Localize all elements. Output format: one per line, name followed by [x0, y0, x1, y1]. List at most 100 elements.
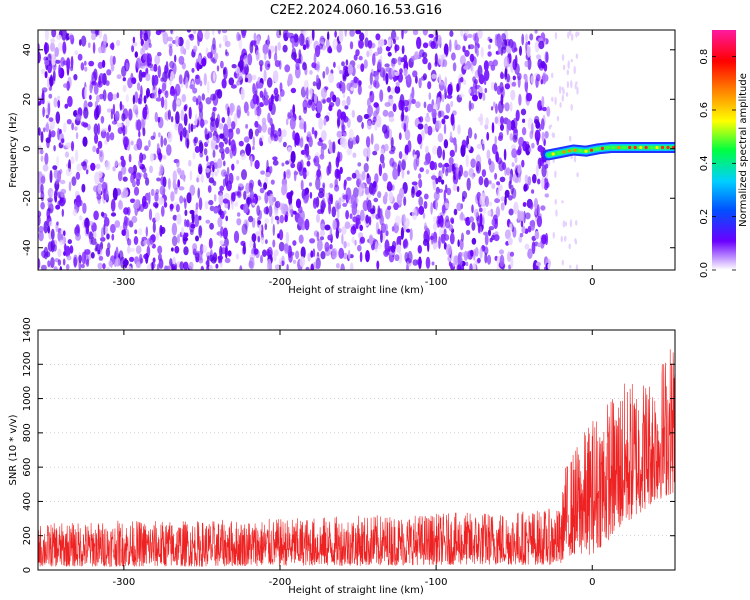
spectrogram-noise-cell	[263, 69, 267, 82]
spectrogram-noise-cell	[520, 108, 527, 116]
spectrogram-noise-cell	[237, 34, 242, 41]
spectrogram-noise-cell	[506, 73, 511, 83]
spectrogram-noise-cell	[390, 87, 396, 95]
spectrogram-noise-cell	[243, 203, 249, 214]
spectrogram-noise-cell	[452, 183, 457, 192]
spectrogram-noise-cell	[347, 64, 354, 75]
spectrogram-noise-cell	[58, 64, 61, 78]
spectrogram-noise-cell	[474, 133, 477, 140]
spectrogram-noise-cell	[47, 225, 51, 234]
spectrogram-noise-cell	[205, 97, 212, 105]
spectrogram-noise-cell	[52, 70, 56, 81]
spectrogram-noise-cell	[403, 122, 407, 133]
spectrogram-noise-cell	[416, 154, 420, 167]
spectrogram-noise-cell	[514, 177, 519, 184]
spectrogram-noise-cell	[468, 100, 472, 112]
spectrogram-noise-cell	[52, 244, 57, 252]
spectrogram-noise-cell	[308, 136, 313, 148]
spectrogram-noise-cell	[253, 248, 259, 255]
spectrogram-noise-cell	[84, 66, 88, 72]
spectrogram-noise-cell	[231, 163, 235, 171]
spectrogram-faint-cell	[574, 240, 578, 245]
spectrogram-noise-cell	[441, 204, 446, 214]
spectrogram-noise-cell	[385, 45, 391, 52]
spectrogram-noise-cell	[531, 122, 534, 135]
spectrogram-noise-cell	[536, 204, 540, 218]
spectrogram-noise-cell	[398, 151, 403, 160]
spectrogram-noise-cell	[128, 166, 134, 174]
spectrogram-signal-layer	[543, 142, 675, 161]
spectrogram-noise-cell	[545, 51, 549, 63]
spectrogram-noise-cell	[463, 30, 469, 37]
spectrogram-noise-cell	[101, 127, 107, 132]
spectrogram-noise-cell	[424, 124, 428, 135]
spectrogram-noise-cell	[56, 155, 59, 167]
spectrogram-noise-cell	[80, 62, 85, 71]
spectrogram-noise-cell	[320, 87, 327, 99]
spectrogram-noise-cell	[470, 249, 474, 257]
spectrogram-noise-cell	[326, 165, 330, 176]
spectrogram-noise-cell	[121, 65, 127, 77]
spectrogram-noise-cell	[227, 250, 232, 257]
spectrogram-noise-cell	[342, 202, 348, 207]
spectrogram-noise-cell	[314, 45, 321, 58]
spectrogram-noise-cell	[305, 148, 310, 157]
spectrogram-noise-cell	[373, 197, 379, 203]
spectrogram-noise-cell	[512, 75, 516, 81]
y-tick-label: 200	[22, 526, 33, 545]
spectrogram-noise-cell	[114, 220, 121, 228]
spectrogram-noise-cell	[411, 98, 416, 105]
spectrogram-noise-cell	[154, 54, 161, 65]
spectrogram-noise-cell	[48, 129, 52, 141]
spectrogram-noise-cell	[148, 208, 153, 221]
spectrogram-noise-cell	[521, 33, 525, 46]
spectrogram-noise-cell	[243, 55, 249, 68]
spectrogram-noise-cell	[57, 259, 62, 266]
spectrogram-noise-cell	[310, 250, 314, 258]
spectrogram-noise-cell	[121, 113, 126, 122]
spectrogram-faint-cell	[559, 102, 562, 108]
spectrogram-noise-cell	[168, 46, 173, 57]
spectrogram-noise-cell	[179, 261, 184, 270]
spectrogram-noise-cell	[60, 190, 64, 198]
spectrogram-faint-cell	[558, 85, 562, 95]
spectrogram-noise-cell	[236, 218, 242, 226]
spectrogram-noise-cell	[54, 196, 58, 203]
spectrogram-noise-cell	[499, 249, 504, 255]
spectrogram-noise-cell	[465, 229, 471, 235]
spectrogram-noise-cell	[540, 79, 544, 85]
spectrogram-noise-cell	[467, 33, 473, 39]
spectrogram-noise-cell	[54, 47, 59, 57]
spectrogram-noise-cell	[501, 162, 506, 170]
spectrogram-noise-cell	[117, 170, 123, 182]
spectrogram-noise-cell	[329, 183, 334, 189]
spectrogram-noise-cell	[503, 56, 510, 69]
spectrogram-noise-cell	[87, 101, 93, 108]
spectrogram-noise-cell	[49, 170, 53, 183]
spectrogram-noise-cell	[504, 83, 511, 90]
spectrogram-faint-cell	[554, 32, 558, 40]
spectrogram-noise-cell	[91, 33, 97, 41]
spectrogram-noise-cell	[360, 63, 365, 72]
spectrogram-noise-cell	[234, 201, 239, 207]
spectrogram-noise-cell	[431, 73, 437, 79]
spectrogram-noise-cell	[352, 216, 358, 223]
spectrogram-noise-cell	[340, 263, 345, 270]
spectrogram-noise-cell	[97, 123, 101, 135]
spectrogram-noise-cell	[500, 46, 504, 56]
spectrogram-noise-cell	[482, 92, 486, 102]
spectrogram-noise-cell	[387, 181, 392, 188]
spectrogram-noise-cell	[521, 159, 525, 168]
spectrogram-noise-cell	[180, 109, 185, 122]
spectrogram-noise-cell	[218, 43, 222, 49]
spectrogram-noise-cell	[259, 137, 263, 146]
spectrogram-noise-cell	[143, 239, 147, 246]
spectrogram-noise-cell	[139, 30, 143, 41]
spectrogram-noise-cell	[375, 83, 380, 88]
spectrogram-noise-cell	[104, 225, 108, 235]
spectrogram-noise-cell	[468, 88, 472, 94]
spectrogram-noise-cell	[216, 65, 220, 72]
spectrogram-noise-cell	[112, 187, 118, 201]
spectrogram-noise-cell	[534, 30, 538, 34]
spectrogram-noise-cell	[272, 159, 279, 166]
